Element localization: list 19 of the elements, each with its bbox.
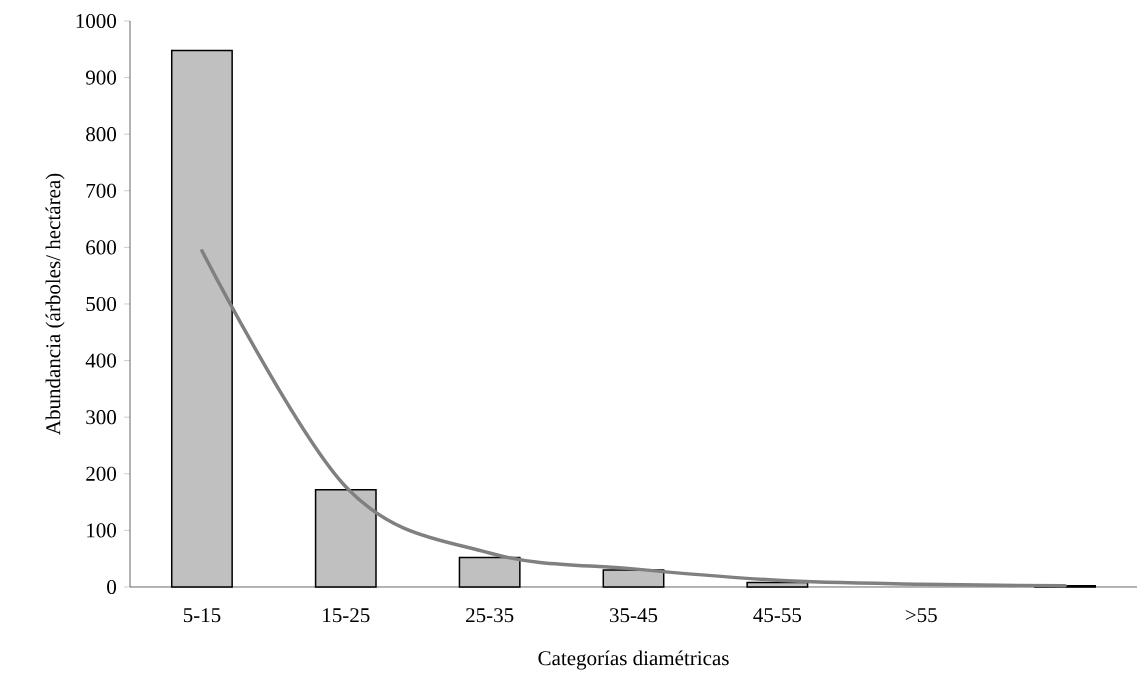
- y-tick-label: 600: [86, 240, 117, 255]
- y-tick-label: 400: [85, 353, 117, 368]
- x-tick-label: 35-45: [610, 608, 658, 623]
- y-tick-label: 700: [86, 183, 117, 198]
- x-tick-label: >55: [905, 608, 937, 623]
- y-axis-title: Abundancia (árboles/ hectárea): [45, 173, 65, 435]
- y-tick-label: 200: [86, 466, 117, 481]
- y-tick-label: 1000: [76, 13, 117, 29]
- x-tick-label: 15-25: [323, 608, 370, 623]
- x-tick-label: 25-35: [466, 608, 514, 623]
- y-tick-label: 100: [87, 523, 117, 538]
- y-tick-label: 300: [86, 410, 117, 425]
- y-tick-label: 800: [86, 127, 117, 142]
- x-tick-label: 5-15: [183, 608, 221, 623]
- x-axis-title: Categorías diamétricas: [538, 650, 729, 670]
- x-tick-label: 45-55: [753, 608, 802, 623]
- y-tick-label: 900: [85, 70, 117, 85]
- y-tick-label: 0: [107, 579, 117, 595]
- y-tick-label: 500: [86, 296, 117, 312]
